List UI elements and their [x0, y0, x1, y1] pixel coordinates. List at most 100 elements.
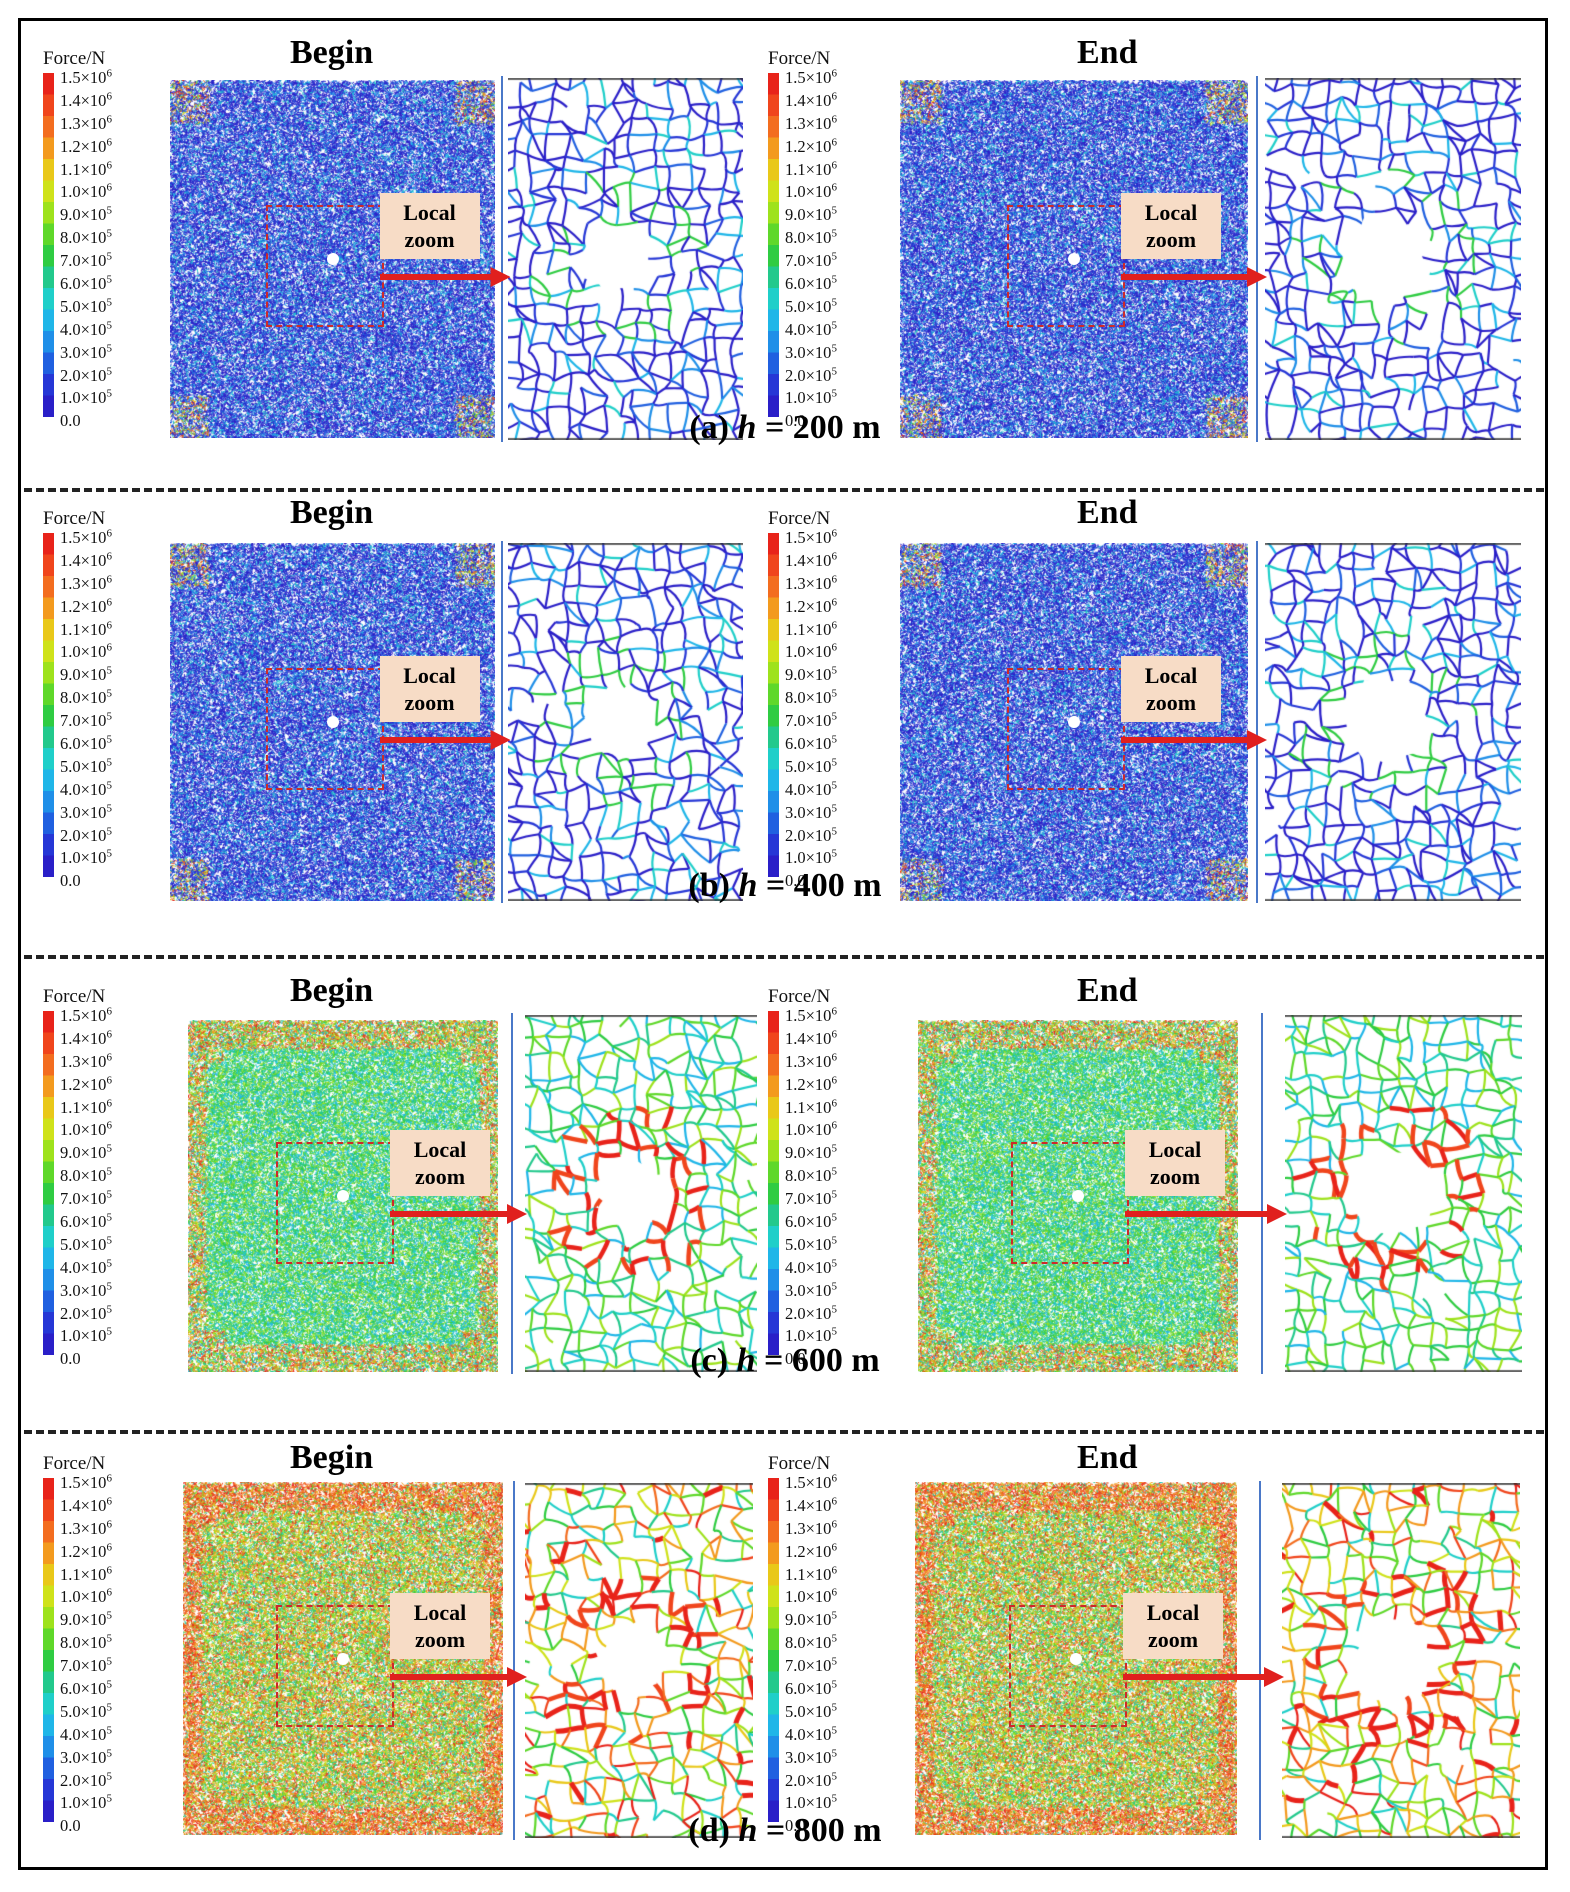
times-sign: ×10	[805, 1257, 832, 1277]
colorbar-ticks: 1.5×106 1.4×106 1.3×106 1.2×106 1.1×106 1.0×1…	[785, 527, 837, 893]
exponent: 6	[831, 1028, 837, 1041]
colorbar-tick-label: 4.0×105	[60, 1724, 112, 1744]
colorbar-tick-label: 1.1×106	[785, 619, 837, 639]
exponent: 6	[106, 113, 112, 126]
colorbar-tick-label: 5.0×105	[60, 296, 112, 316]
exponent: 5	[106, 342, 112, 355]
exponent: 5	[106, 227, 112, 240]
panel-caption: (b) h = 400 m	[688, 867, 882, 904]
colorbar-ticks: 1.5×106 1.4×106 1.3×106 1.2×106 1.1×106 1.0×1…	[785, 1005, 837, 1371]
colorbar	[43, 73, 54, 417]
begin-local-zoom	[508, 78, 743, 440]
times-sign: ×10	[805, 825, 832, 845]
times-sign: ×10	[805, 1326, 832, 1346]
divider-line	[501, 541, 503, 903]
times-sign: ×10	[80, 756, 107, 776]
times-sign: ×10	[805, 365, 832, 385]
colorbar-tick-label: 1.4×106	[785, 1495, 837, 1515]
zoom-arrow	[390, 1666, 527, 1687]
exponent: 6	[106, 550, 112, 563]
exponent: 5	[831, 1701, 837, 1714]
times-sign: ×10	[80, 1166, 107, 1186]
exponent: 6	[106, 1074, 112, 1087]
colorbar-ticks: 1.5×106 1.4×106 1.3×106 1.2×106 1.1×106 1.0×1…	[60, 527, 112, 893]
colorbar	[43, 1478, 54, 1822]
colorbar-tick-label: 6.0×105	[785, 273, 837, 294]
exponent: 5	[831, 1257, 837, 1270]
colorbar-tick-label: 8.0×105	[785, 227, 837, 248]
exponent: 5	[831, 1770, 837, 1783]
begin-zoom-region-box	[276, 1142, 394, 1265]
colorbar-tick-label: 3.0×105	[60, 342, 112, 362]
exponent: 5	[106, 1678, 112, 1691]
times-sign: ×10	[805, 1518, 832, 1538]
colorbar-tick-label: 1.3×106	[60, 573, 112, 593]
force-unit-label: Force/N	[43, 986, 106, 1007]
begin-zoom-region-box	[265, 205, 384, 328]
exponent: 6	[106, 573, 112, 586]
colorbar-tick-label: 1.5×106	[60, 527, 112, 547]
exponent: 6	[831, 1097, 837, 1110]
times-sign: ×10	[80, 1189, 107, 1209]
end-local-zoom-label: Local zoom	[1123, 1592, 1223, 1659]
colorbar-ticks: 1.5×106 1.4×106 1.3×106 1.2×106 1.1×106 1.0×1…	[60, 67, 112, 433]
exponent: 6	[106, 1472, 112, 1485]
exponent: 5	[106, 1211, 112, 1224]
colorbar-tick-label: 1.0×105	[785, 387, 837, 408]
times-sign: ×10	[80, 1541, 107, 1561]
exponent: 5	[106, 387, 112, 400]
zoom-arrow	[1121, 267, 1267, 288]
exponent: 6	[106, 1051, 112, 1064]
colorbar-tick-label: 8.0×105	[785, 687, 837, 708]
exponent: 5	[106, 802, 112, 815]
borehole	[1068, 253, 1080, 265]
divider-line	[513, 1481, 515, 1840]
end-local-zoom	[1285, 1015, 1522, 1372]
exponent: 5	[831, 825, 837, 838]
colorbar-tick-label: 3.0×105	[60, 1747, 112, 1767]
exponent: 5	[106, 847, 112, 860]
exponent: 5	[831, 1325, 837, 1338]
exponent: 5	[831, 1165, 837, 1178]
times-sign: ×10	[805, 1097, 832, 1117]
times-sign: ×10	[805, 1541, 832, 1561]
times-sign: ×10	[805, 1701, 832, 1721]
begin-heading: Begin	[290, 972, 374, 1009]
colorbar-tick-label: 1.0×106	[785, 1119, 837, 1140]
times-sign: ×10	[80, 1234, 107, 1254]
colorbar	[768, 1478, 779, 1822]
panel-separator	[24, 488, 1544, 492]
times-sign: ×10	[805, 388, 832, 408]
colorbar-tick-label: 1.2×106	[60, 596, 112, 616]
exponent: 6	[831, 1119, 837, 1132]
colorbar	[43, 533, 54, 877]
times-sign: ×10	[805, 1143, 832, 1163]
borehole	[326, 716, 339, 728]
exponent: 6	[831, 67, 837, 80]
exponent: 5	[831, 250, 837, 263]
divider-line	[511, 1013, 513, 1374]
colorbar-tick-label: 8.0×105	[785, 1632, 837, 1653]
colorbar-tick-label: 1.3×106	[785, 1051, 837, 1071]
colorbar-tick-label: 1.2×106	[60, 1074, 112, 1094]
times-sign: ×10	[80, 1679, 107, 1699]
times-sign: ×10	[805, 550, 832, 570]
exponent: 5	[831, 1211, 837, 1224]
exponent: 5	[106, 1655, 112, 1668]
times-sign: ×10	[805, 596, 832, 616]
times-sign: ×10	[805, 68, 832, 87]
borehole	[337, 1652, 349, 1665]
colorbar-tick-label: 4.0×105	[60, 1257, 112, 1277]
colorbar-tick-label: 8.0×105	[60, 687, 112, 708]
end-zoom-region-box	[1007, 205, 1125, 328]
times-sign: ×10	[805, 1074, 832, 1094]
colorbar-tick-label: 7.0×105	[785, 250, 837, 271]
zoom-arrow	[1123, 1666, 1284, 1687]
panel-caption: (a) h = 200 m	[689, 409, 881, 446]
colorbar-tick-label: 2.0×105	[785, 365, 837, 385]
exponent: 6	[831, 136, 837, 149]
colorbar-tick-label: 5.0×105	[60, 756, 112, 776]
times-sign: ×10	[80, 388, 107, 408]
exponent: 5	[106, 710, 112, 723]
exponent: 6	[831, 619, 837, 632]
